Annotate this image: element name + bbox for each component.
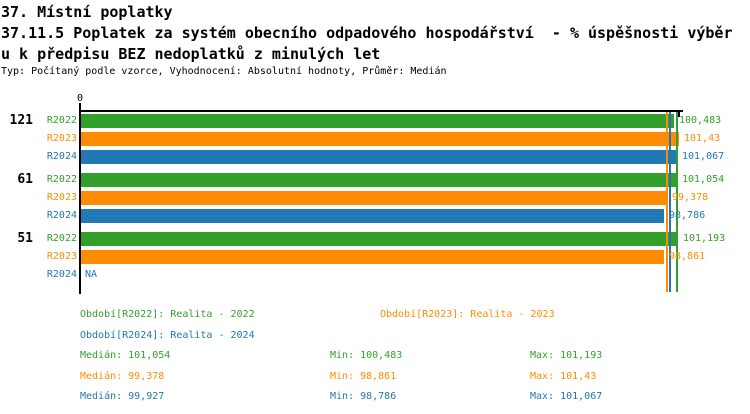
chart-bar-121-R2022 (81, 114, 674, 128)
series-label-R2024: R2024 (46, 210, 77, 221)
chart-bar-61-R2024 (81, 209, 664, 223)
report-title-line1: 37. Místní poplatky (1, 3, 173, 21)
chart-bar-61-R2022 (81, 173, 677, 187)
series-label-R2022: R2022 (46, 115, 77, 126)
stat-median-r2024: Medián: 99,927 (80, 391, 165, 402)
group-label-61: 61 (17, 172, 33, 187)
y-axis-line (79, 103, 81, 294)
bar-value-label: 101,43 (684, 133, 721, 144)
series-label-R2023: R2023 (46, 133, 77, 144)
stat-max-r2022: Max: 101,193 (530, 350, 603, 361)
chart-bar-51-R2023 (81, 250, 664, 264)
stat-min-r2022: Min: 100,483 (330, 350, 403, 361)
chart-bar-61-R2023 (81, 191, 667, 205)
report-title-line2: 37.11.5 Poplatek za systém obecního odpa… (1, 24, 733, 42)
bar-na-label: NA (85, 269, 98, 280)
stat-min-r2024: Min: 98,786 (330, 391, 397, 402)
bar-value-label: 101,067 (682, 151, 725, 162)
x-axis-line (79, 110, 683, 112)
chart-bar-121-R2023 (81, 132, 679, 146)
chart-bar-51-R2022 (81, 232, 678, 246)
median-line-R2022 (676, 110, 678, 292)
group-label-51: 51 (17, 231, 33, 246)
series-label-R2023: R2023 (46, 251, 77, 262)
bar-value-label: 99,378 (672, 192, 709, 203)
stat-max-r2023: Max: 101,43 (530, 371, 597, 382)
x-axis-zero-label: 0 (76, 93, 84, 104)
bar-value-label: 98,861 (669, 251, 706, 262)
bar-value-label: 101,193 (683, 233, 726, 244)
median-line-R2024 (669, 110, 671, 292)
series-label-R2022: R2022 (46, 233, 77, 244)
stat-max-r2024: Max: 101,067 (530, 391, 603, 402)
group-label-121: 121 (9, 113, 33, 128)
series-label-R2024: R2024 (46, 269, 77, 280)
series-label-R2023: R2023 (46, 192, 77, 203)
bar-value-label: 101,054 (682, 174, 725, 185)
bar-value-label: 98,786 (669, 210, 706, 221)
legend-item-r2022: Období[R2022]: Realita - 2022 (80, 309, 255, 320)
stat-median-r2023: Medián: 99,378 (80, 371, 165, 382)
x-axis-max-tick (678, 110, 680, 117)
stat-median-r2022: Medián: 101,054 (80, 350, 171, 361)
median-line-R2023 (666, 110, 668, 292)
legend-item-r2023: Období[R2023]: Realita - 2023 (380, 309, 555, 320)
legend-item-r2024: Období[R2024]: Realita - 2024 (80, 330, 255, 341)
stat-min-r2023: Min: 98,861 (330, 371, 397, 382)
bar-value-label: 100,483 (679, 115, 722, 126)
chart-bar-121-R2024 (81, 150, 677, 164)
series-label-R2022: R2022 (46, 174, 77, 185)
report-meta-line: Typ: Počítaný podle vzorce, Vyhodnocení:… (1, 66, 447, 77)
report-title-line3: u k předpisu BEZ nedoplatků z minulých l… (1, 45, 381, 63)
series-label-R2024: R2024 (46, 151, 77, 162)
